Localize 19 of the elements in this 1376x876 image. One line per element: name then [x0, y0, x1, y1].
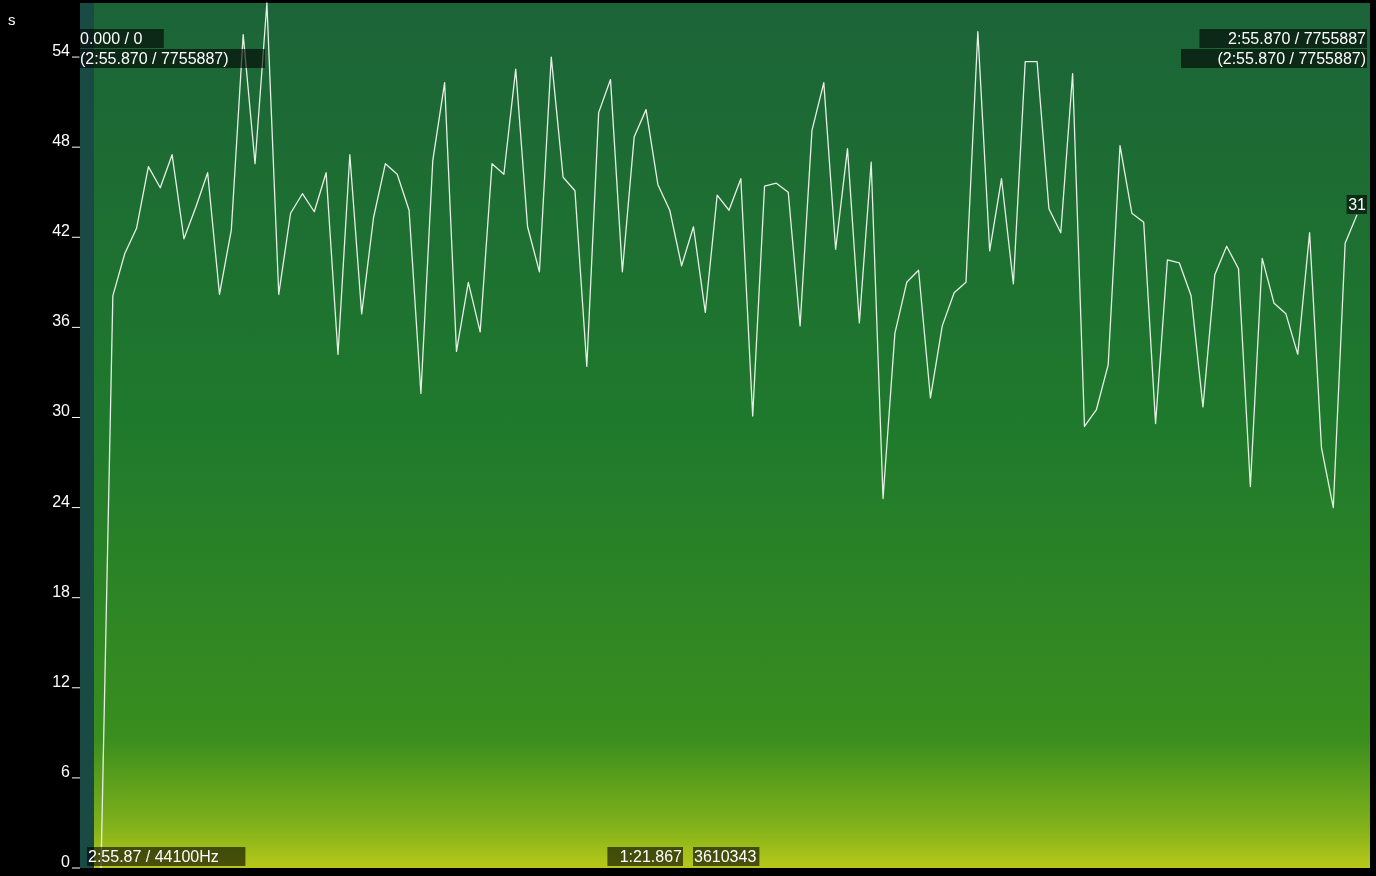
- annotation: (2:55.870 / 7755887): [1217, 50, 1366, 67]
- y-tick-label: 42: [52, 222, 71, 240]
- annotation: 2:55.870 / 7755887: [1228, 30, 1367, 47]
- annotation: 2:55.87 / 44100Hz: [88, 848, 219, 865]
- y-tick-label: 12: [52, 672, 71, 690]
- annotation: 31: [1348, 196, 1367, 213]
- y-tick-label: 48: [52, 132, 71, 150]
- y-tick-label: 24: [52, 492, 71, 510]
- annotation: 3610343: [694, 848, 757, 865]
- annotation: (2:55.870 / 7755887): [80, 50, 229, 67]
- y-tick-label: 18: [52, 582, 71, 600]
- y-tick-label: 54: [52, 42, 71, 60]
- y-tick-label: 6: [61, 762, 71, 780]
- annotation: 0.000 / 0: [80, 30, 143, 47]
- annotation: 1:21.867: [619, 848, 683, 865]
- y-axis-title: s: [8, 11, 16, 28]
- y-tick-label: 36: [52, 312, 71, 330]
- y-tick-label: 0: [61, 853, 71, 870]
- y-tick-label: 30: [52, 402, 71, 420]
